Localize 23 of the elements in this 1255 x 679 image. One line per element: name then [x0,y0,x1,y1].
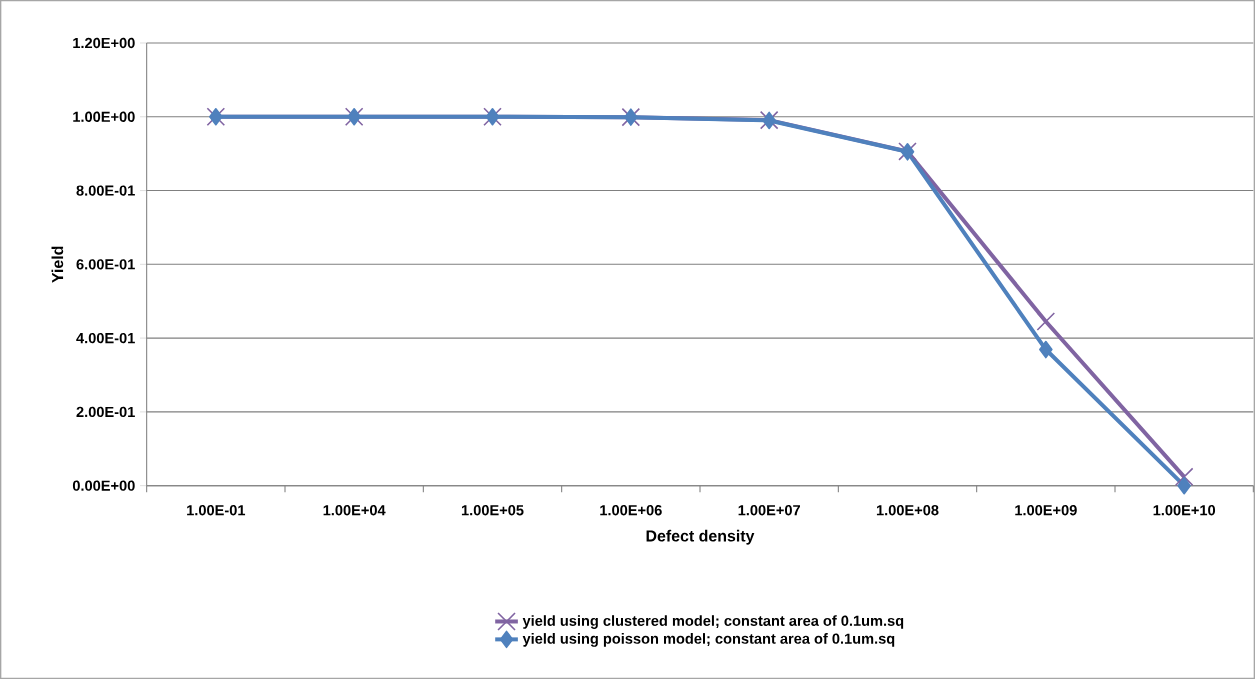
y-tick-label: 1.20E+00 [73,37,135,49]
x-tick-label: 1.00E+04 [323,505,386,516]
y-tick-label: 0.00E+00 [72,480,135,491]
legend-label: yield using poisson model; constant area of 0.1um.sq [522,633,895,647]
x-axis-title: Defect density [646,529,755,545]
y-tick-label: 1.00E+00 [73,111,135,122]
y-tick-label: 8.00E-01 [76,185,135,196]
point [1036,312,1056,331]
y-axis-title: Yield [51,246,64,283]
y-tick-label: 6.00E-01 [76,259,135,270]
point [1177,476,1191,495]
x-tick-label: 1.00E-01 [187,505,246,516]
point [1174,467,1194,487]
x-tick-label: 1.00E+06 [600,505,662,516]
y-tick-label: 2.00E-01 [76,406,135,418]
x-tick-label: 1.00E+05 [461,505,524,516]
legend-label: yield using clustered model; constant area of 0.1um.sq [522,615,904,629]
x-tick-label: 1.00E+08 [876,505,939,516]
y-tick-label: 4.00E-01 [76,332,135,344]
x-tick-label: 1.00E+07 [738,505,800,516]
x-tick-label: 1.00E+09 [1015,505,1077,516]
point [1039,340,1053,359]
x-tick-label: 1.00E+10 [1153,505,1216,516]
